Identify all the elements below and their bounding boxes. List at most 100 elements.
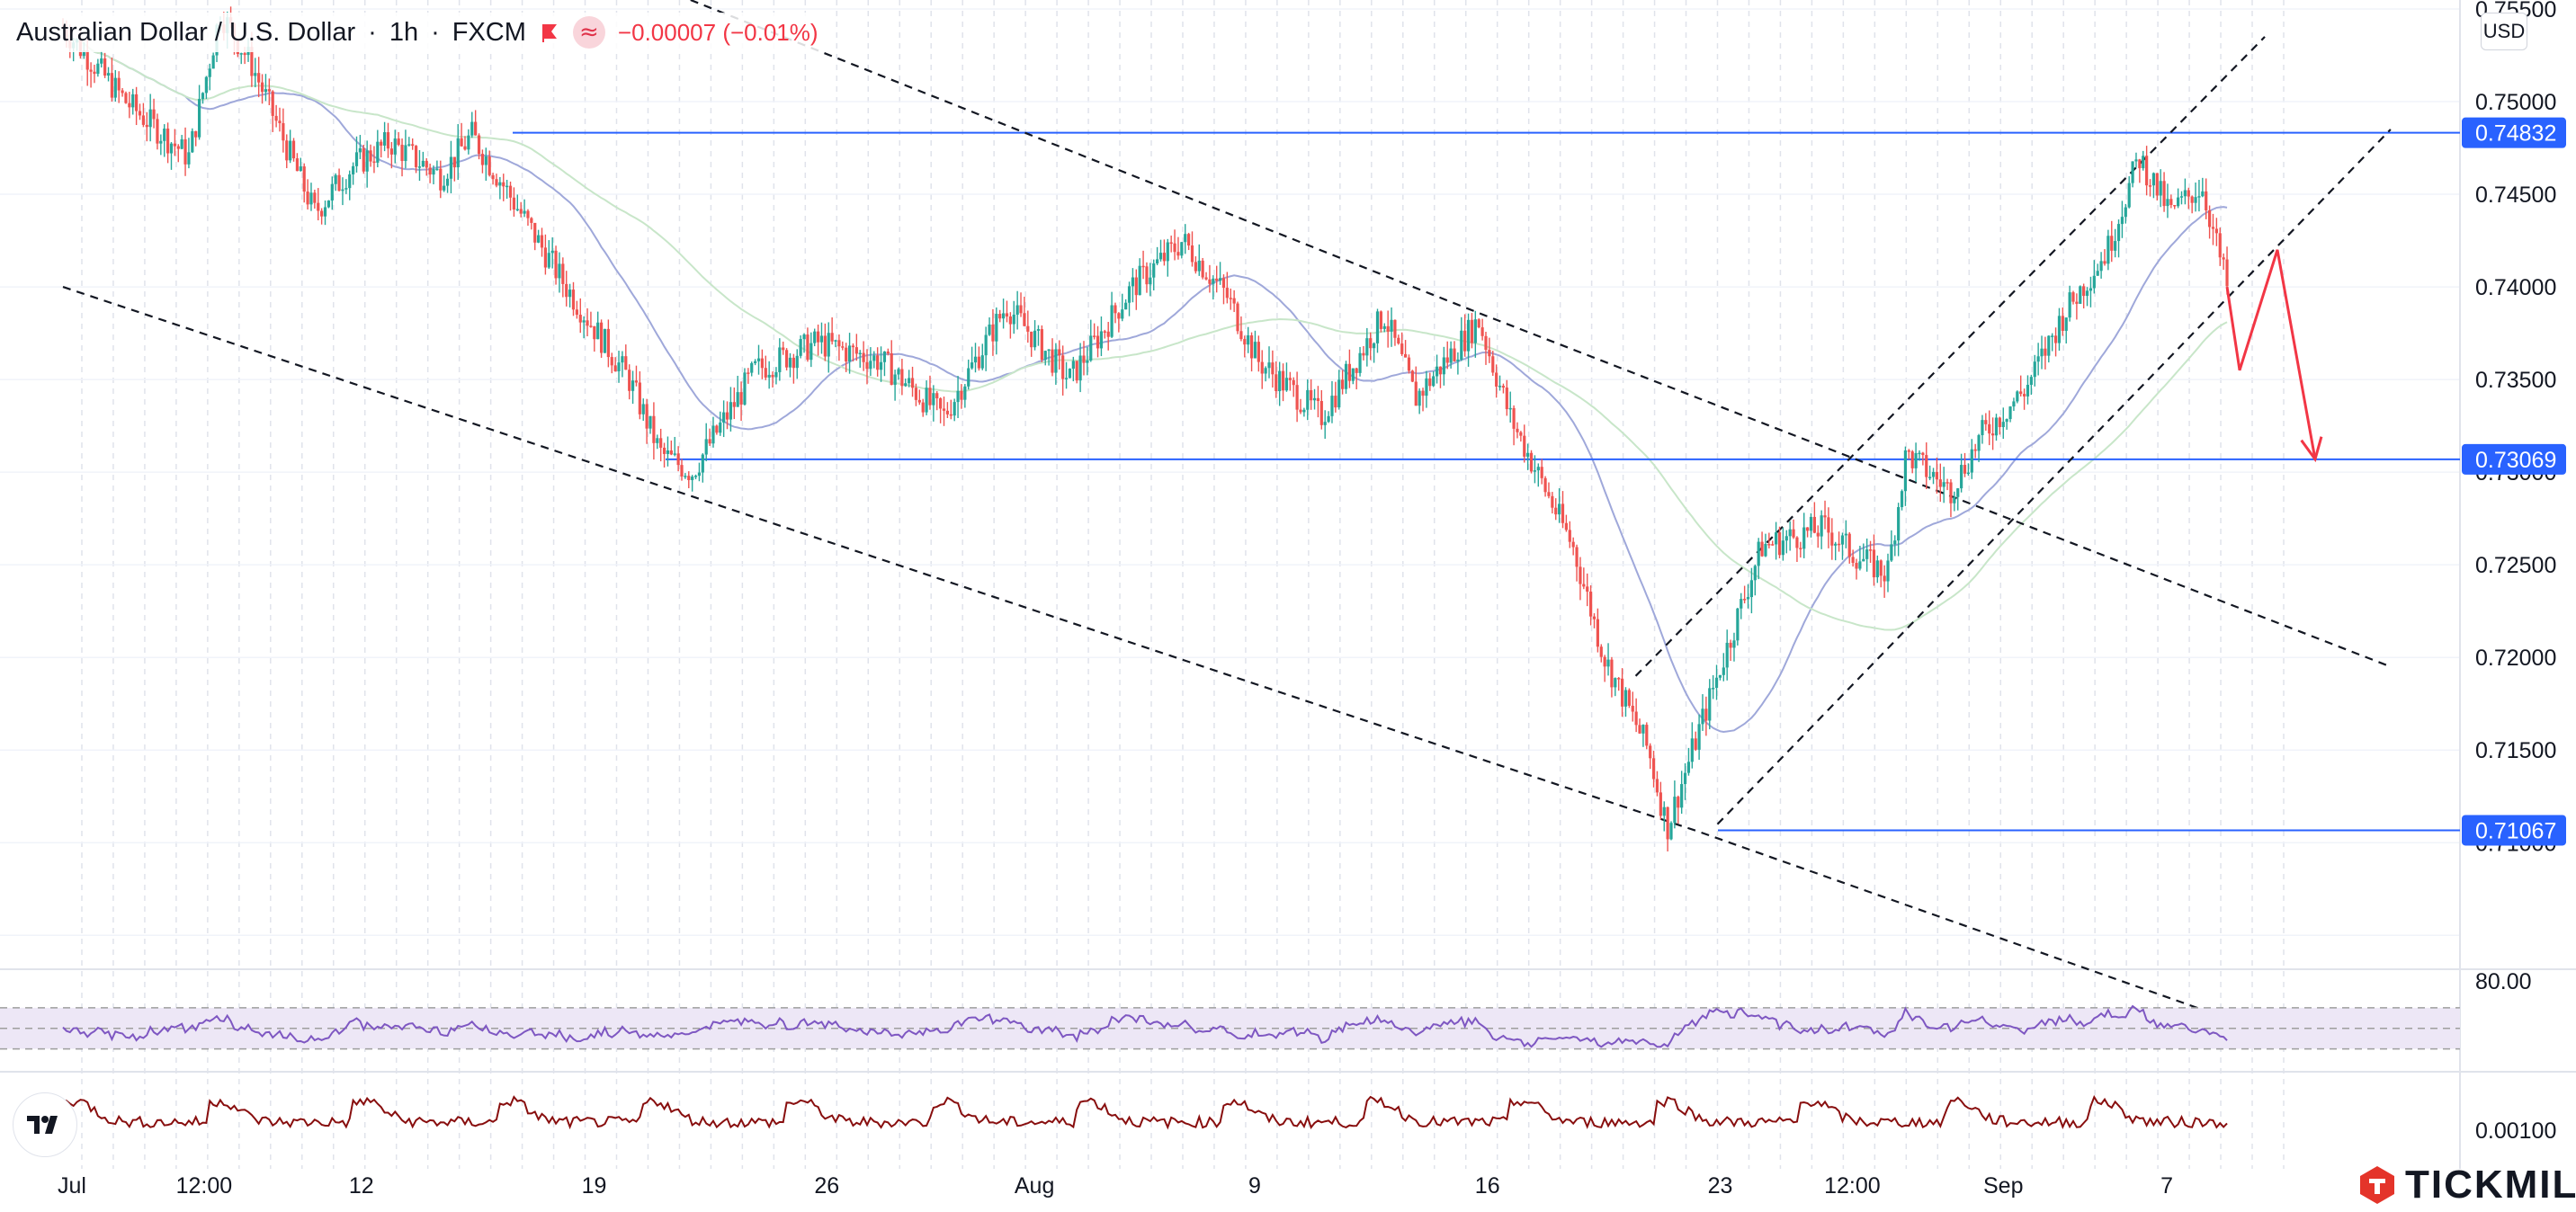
candle-body [1247,334,1250,345]
candle-body [1725,642,1729,668]
trendline-upper-falling[interactable] [504,0,2392,668]
price-tick-label: 0.74500 [2475,183,2556,208]
candle-body [1267,362,1271,369]
approx-icon[interactable]: ≈ [572,16,605,49]
candle-body [477,135,481,155]
candle-body [1491,356,1495,373]
candle-body [854,347,858,354]
symbol-title[interactable]: Australian Dollar / U.S. Dollar [16,17,356,47]
candle-body [991,324,995,342]
candle-body [2173,204,2177,207]
candle-body [404,145,407,162]
level-price-tag[interactable] [2462,117,2566,148]
candle-body [523,210,526,214]
candle-body [1529,452,1534,472]
interval-label[interactable]: 1h [389,17,419,47]
candle-body [1386,325,1390,332]
candle-body [417,166,422,168]
level-price-tag[interactable] [2462,443,2566,475]
time-axis[interactable]: Jul 12:00 12 19 26 Aug 9 16 23 12:00 Sep 7 [58,1173,2173,1199]
candle-body [935,393,939,399]
candle-body [662,447,666,454]
candle-body [1743,599,1747,601]
candle-body [1900,491,1904,508]
candle-body [1697,724,1701,750]
candle-body [1012,314,1015,325]
candle-body [135,94,139,111]
candle-body [1375,311,1380,343]
candle-body [491,174,495,180]
candle-body [2179,196,2184,198]
flag-icon[interactable] [539,22,560,43]
candle-body [1117,313,1121,319]
candle-body [1358,352,1362,373]
candle-body [1026,325,1030,332]
candle-body [1347,363,1352,381]
candle-body [1236,303,1239,332]
candle-body [1554,507,1558,515]
candle-body [1865,549,1869,559]
candle-body [1540,467,1543,478]
price-tick-label: 0.72000 [2475,646,2556,671]
trendline-lower-falling[interactable] [62,286,2203,1011]
candle-body [1977,435,1981,451]
candle-body [711,425,715,444]
candle-body [1453,348,1456,361]
candle-body [1586,586,1589,592]
tradingview-logo-icon[interactable] [13,1092,77,1157]
candle-body [967,368,970,387]
candle-body [2169,199,2173,205]
candle-body [89,69,93,72]
trendline-rising-lower[interactable] [1716,129,2392,825]
forecast-arrow[interactable] [2225,249,2323,463]
trendline-rising-upper[interactable] [1634,36,2266,677]
forecast-path[interactable] [2225,249,2317,459]
candle-body [1516,428,1519,432]
candle-body [1907,450,1910,452]
trendlines[interactable] [62,0,2392,1011]
candle-body [1477,319,1480,328]
candle-body [2207,209,2212,227]
candle-body [1897,507,1901,541]
price-axis[interactable]: 0.710000.715000.720000.725000.730000.735… [2462,0,2566,1144]
candle-body [1960,465,1963,489]
candle-body [1729,642,1732,648]
candle-body [389,148,393,155]
candle-body [771,374,774,378]
candle-body [725,412,729,420]
candle-body [1169,242,1173,245]
candle-body [882,351,887,362]
candle-body [1382,325,1386,329]
candle-body [526,210,530,218]
candle-body [163,129,166,141]
level-price-tag[interactable] [2462,815,2566,846]
time-tick-label: 12 [349,1173,374,1199]
candle-body [543,247,548,268]
candle-body [1973,449,1977,451]
candle-body [1030,331,1033,348]
candle-body [1495,372,1498,387]
candle-body [1847,533,1851,557]
time-tick-label: 16 [1475,1173,1500,1199]
candle-body [2016,391,2019,402]
candle-body [568,290,572,298]
candle-body [1551,495,1554,508]
candle-body [1257,342,1260,362]
level-price-label: 0.73069 [2475,448,2556,473]
candle-body [1949,482,1953,504]
candle-body [439,168,443,191]
candle-body [1645,725,1649,746]
candle-body [1033,330,1037,348]
candle-body [767,374,771,378]
horizontal-levels[interactable] [513,131,2460,832]
candle-body [407,144,411,146]
currency-badge[interactable]: USD [2481,13,2527,50]
candle-body [519,209,523,214]
candle-body [2029,377,2033,386]
candle-body [1991,433,1995,436]
candle-body [1680,784,1684,808]
candle-body [893,374,897,386]
forecast-arrowhead [2300,436,2323,463]
candle-body [1204,277,1208,280]
